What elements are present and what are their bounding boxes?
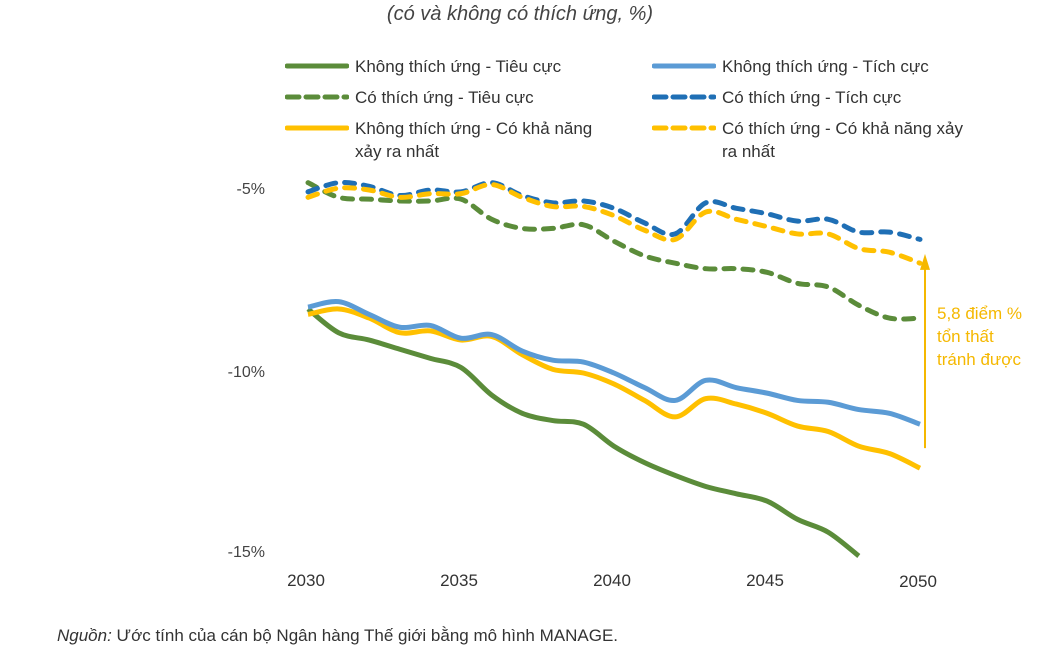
annotation-arrow-head (920, 253, 930, 270)
x-tick-label: 2040 (593, 571, 631, 590)
legend-item: Không thích ứng - Tích cực (652, 55, 982, 78)
legend-line-swatch (652, 94, 716, 100)
series-line-1 (305, 180, 923, 322)
x-tick-label: 2045 (746, 571, 784, 590)
series-line-0 (306, 306, 861, 558)
legend-item: Có thích ứng - Tiêu cực (285, 86, 615, 109)
x-tick-label: 2030 (287, 571, 325, 590)
avoided-loss-annotation: 5,8 điểm % tổn thất tránh được (937, 304, 1023, 369)
x-tick-label: 2035 (440, 571, 478, 590)
legend-line-swatch (285, 125, 349, 131)
series-line-4 (305, 179, 923, 242)
legend-line-swatch (285, 63, 349, 69)
legend-line-swatch (652, 63, 716, 69)
legend-item: Có thích ứng - Tích cực (652, 86, 982, 109)
series-line-3 (307, 298, 921, 427)
legend-item: Không thích ứng - Có khả năng xảy ra nhấ… (285, 117, 615, 163)
legend-label: Không thích ứng - Có khả năng xảy ra nhấ… (355, 119, 593, 161)
source-prefix: Nguồn: (57, 626, 112, 645)
y-tick-label: -10% (227, 364, 265, 381)
series-line-5 (305, 182, 923, 266)
series-line-2 (307, 306, 922, 471)
legend-label: Có thích ứng - Tiêu cực (355, 88, 534, 107)
x-tick-label: 2050 (899, 572, 937, 591)
legend-label: Không thích ứng - Tiêu cực (355, 57, 562, 76)
source-text: Ước tính của cán bộ Ngân hàng Thế giới b… (111, 626, 619, 645)
legend-label: Có thích ứng - Có khả năng xảy ra nhất (722, 119, 964, 161)
y-tick-label: -5% (236, 181, 265, 198)
chart-title: (có và không có thích ứng, %) (386, 3, 654, 25)
legend-item: Có thích ứng - Có khả năng xảy ra nhất (652, 117, 982, 163)
legend-label: Có thích ứng - Tích cực (722, 88, 902, 107)
y-tick-label: -15% (227, 544, 265, 561)
source-note: Nguồn: Ước tính của cán bộ Ngân hàng Thế… (57, 626, 618, 646)
legend-item: Không thích ứng - Tiêu cực (285, 55, 615, 78)
legend-label: Không thích ứng - Tích cực (722, 57, 929, 76)
legend-line-swatch (285, 94, 349, 100)
legend-line-swatch (652, 125, 716, 131)
